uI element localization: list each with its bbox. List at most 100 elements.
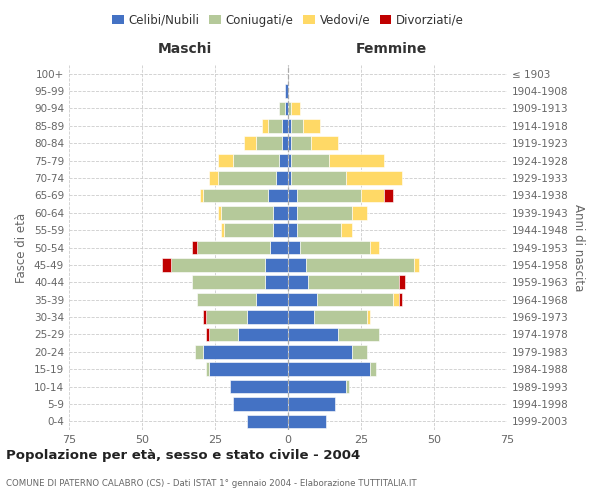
Bar (191, 276, 265, 289)
Bar (291, 136, 311, 150)
Bar (206, 328, 209, 341)
Text: Maschi: Maschi (158, 42, 212, 56)
Bar (268, 119, 282, 132)
Bar (370, 240, 379, 254)
Bar (274, 224, 288, 237)
Bar (288, 310, 314, 324)
Bar (288, 362, 370, 376)
Bar (256, 136, 282, 150)
Bar (288, 154, 291, 168)
Bar (288, 345, 352, 358)
Bar (209, 362, 288, 376)
Bar (244, 136, 256, 150)
Bar (218, 206, 221, 220)
Bar (299, 240, 370, 254)
Bar (247, 310, 288, 324)
Bar (288, 258, 305, 272)
Bar (352, 206, 367, 220)
Bar (203, 345, 288, 358)
Bar (346, 380, 349, 394)
Bar (209, 328, 238, 341)
Bar (203, 310, 206, 324)
Y-axis label: Anni di nascita: Anni di nascita (572, 204, 585, 291)
Bar (288, 206, 297, 220)
Bar (285, 102, 288, 115)
Bar (291, 154, 329, 168)
Bar (218, 154, 233, 168)
Bar (288, 397, 335, 410)
Bar (206, 310, 247, 324)
Bar (393, 293, 399, 306)
Bar (288, 293, 317, 306)
Bar (233, 154, 279, 168)
Bar (203, 188, 268, 202)
Bar (291, 171, 346, 185)
Bar (338, 328, 379, 341)
Bar (370, 362, 376, 376)
Bar (218, 171, 277, 185)
Bar (317, 293, 393, 306)
Bar (256, 293, 288, 306)
Bar (399, 276, 405, 289)
Bar (288, 119, 291, 132)
Bar (346, 171, 402, 185)
Bar (282, 119, 288, 132)
Bar (314, 310, 367, 324)
Bar (288, 380, 346, 394)
Bar (285, 84, 288, 98)
Bar (221, 224, 224, 237)
Bar (297, 224, 341, 237)
Bar (265, 258, 288, 272)
Bar (385, 188, 393, 202)
Bar (268, 188, 288, 202)
Bar (288, 328, 338, 341)
Bar (288, 188, 297, 202)
Bar (288, 171, 291, 185)
Bar (288, 136, 291, 150)
Bar (291, 102, 299, 115)
Legend: Celibi/Nubili, Coniugati/e, Vedovi/e, Divorziati/e: Celibi/Nubili, Coniugati/e, Vedovi/e, Di… (107, 9, 469, 32)
Bar (288, 240, 299, 254)
Bar (367, 310, 370, 324)
Bar (274, 206, 288, 220)
Bar (209, 171, 218, 185)
Bar (247, 414, 288, 428)
Bar (413, 258, 419, 272)
Bar (197, 240, 271, 254)
Bar (282, 136, 288, 150)
Bar (279, 154, 288, 168)
Bar (271, 240, 288, 254)
Bar (194, 345, 203, 358)
Bar (399, 293, 402, 306)
Bar (221, 206, 274, 220)
Bar (277, 171, 288, 185)
Bar (305, 258, 413, 272)
Text: COMUNE DI PATERNO CALABRO (CS) - Dati ISTAT 1° gennaio 2004 - Elaborazione TUTTI: COMUNE DI PATERNO CALABRO (CS) - Dati IS… (6, 478, 416, 488)
Bar (206, 362, 209, 376)
Text: Femmine: Femmine (355, 42, 427, 56)
Bar (288, 414, 326, 428)
Bar (230, 380, 288, 394)
Bar (197, 293, 256, 306)
Bar (329, 154, 385, 168)
Bar (288, 102, 291, 115)
Bar (200, 188, 203, 202)
Bar (224, 224, 274, 237)
Bar (308, 276, 399, 289)
Bar (191, 240, 197, 254)
Y-axis label: Fasce di età: Fasce di età (16, 212, 28, 282)
Bar (352, 345, 367, 358)
Bar (291, 119, 302, 132)
Bar (233, 397, 288, 410)
Bar (311, 136, 338, 150)
Bar (238, 328, 288, 341)
Bar (341, 224, 352, 237)
Bar (297, 188, 361, 202)
Bar (262, 119, 268, 132)
Bar (361, 188, 385, 202)
Bar (288, 276, 308, 289)
Bar (171, 258, 265, 272)
Bar (163, 258, 171, 272)
Bar (302, 119, 320, 132)
Bar (297, 206, 352, 220)
